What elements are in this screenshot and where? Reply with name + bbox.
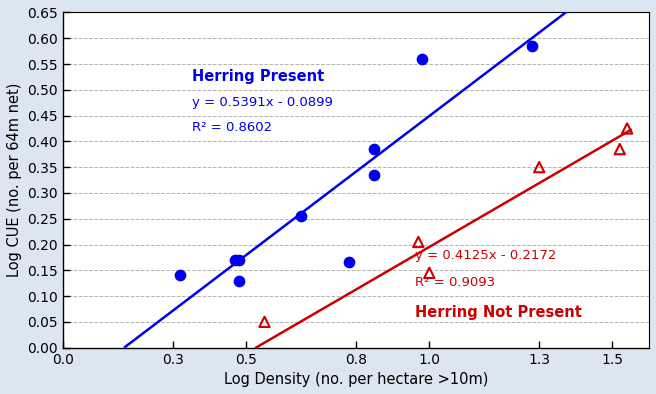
Point [259,319,270,325]
Text: R² = 0.9093: R² = 0.9093 [415,276,495,289]
Point [296,213,306,219]
Point [234,277,244,284]
Text: y = 0.4125x - 0.2172: y = 0.4125x - 0.2172 [415,249,556,262]
Point [344,258,354,265]
Point [417,56,427,62]
Point [369,146,380,152]
Point [413,239,424,245]
Point [230,257,241,263]
Text: Herring Not Present: Herring Not Present [415,305,582,320]
Point [527,43,537,49]
Point [369,172,380,178]
Point [534,164,544,170]
Point [234,257,244,263]
Text: y = 0.5391x - 0.0899: y = 0.5391x - 0.0899 [192,96,333,109]
Point [615,146,625,152]
Text: R² = 0.8602: R² = 0.8602 [192,121,272,134]
X-axis label: Log Density (no. per hectare >10m): Log Density (no. per hectare >10m) [224,372,488,387]
Text: Herring Present: Herring Present [192,69,324,84]
Y-axis label: Log CUE (no. per 64m net): Log CUE (no. per 64m net) [7,83,22,277]
Point [622,125,632,132]
Point [175,272,186,279]
Point [424,270,434,276]
